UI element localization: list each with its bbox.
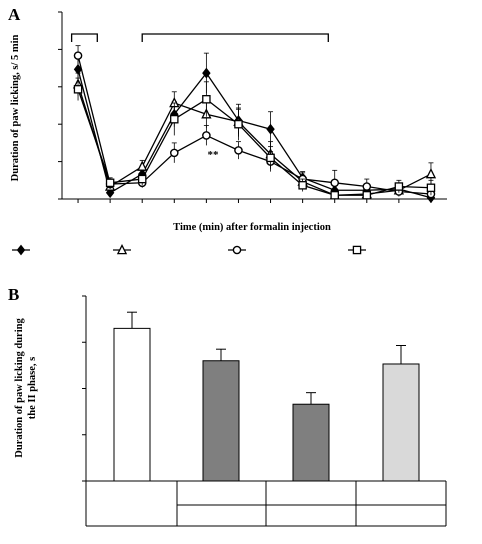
data-point — [394, 182, 404, 191]
data-point — [137, 160, 148, 171]
series-line — [77, 89, 431, 196]
data-point — [298, 181, 307, 190]
panel-b-ylabel: Duration of paw licking during the II ph… — [14, 318, 38, 458]
panel-a-legend — [12, 243, 366, 256]
bar-1 — [202, 360, 240, 482]
panel-b-bars — [113, 311, 420, 482]
series-line — [77, 69, 432, 199]
data-point — [202, 95, 211, 104]
panel-a-label: A — [8, 5, 21, 24]
series-line — [77, 84, 432, 196]
legend-marker — [232, 245, 242, 255]
panel-a-series-group — [72, 45, 437, 204]
legend-marker — [352, 245, 362, 255]
data-point — [330, 191, 339, 200]
data-point — [202, 131, 211, 140]
data-point — [73, 51, 83, 60]
data-point — [266, 123, 275, 135]
legend-marker — [16, 244, 26, 256]
panel-b-category-axis — [85, 481, 447, 527]
panel-b-ylabel-line1: Duration of paw licking during — [14, 318, 25, 458]
panel-a-xlabel: Time (min) after formalin injection — [173, 222, 331, 233]
panel-a-significance-mark: ** — [208, 149, 220, 161]
bar-3 — [382, 363, 420, 482]
panel-a-axes — [58, 11, 447, 203]
data-point — [170, 114, 179, 124]
data-point — [234, 146, 243, 155]
panel-b-ylabel-line2: the II phase, s — [27, 357, 38, 419]
panel-b-label: B — [8, 285, 19, 304]
data-point — [266, 153, 275, 163]
series-filled-diamond — [73, 52, 436, 204]
series-open-square — [73, 77, 436, 200]
legend-marker — [116, 243, 128, 255]
bar-0 — [113, 327, 151, 482]
data-point — [73, 85, 83, 94]
series-line — [77, 55, 432, 195]
bar-2 — [292, 403, 330, 482]
data-point — [105, 178, 115, 188]
data-point — [425, 168, 437, 179]
data-point — [362, 182, 372, 191]
panel-a-phase-brackets — [70, 33, 329, 42]
data-point — [362, 191, 372, 200]
data-point — [330, 178, 340, 188]
panel-a-ylabel: Duration of paw licking, s/ 5 min — [10, 34, 21, 181]
phase-bracket — [70, 33, 98, 42]
data-point — [426, 183, 436, 193]
data-point — [169, 148, 179, 158]
data-point — [234, 119, 243, 129]
data-point — [137, 174, 147, 184]
phase-bracket — [141, 33, 329, 42]
data-point — [202, 67, 211, 79]
